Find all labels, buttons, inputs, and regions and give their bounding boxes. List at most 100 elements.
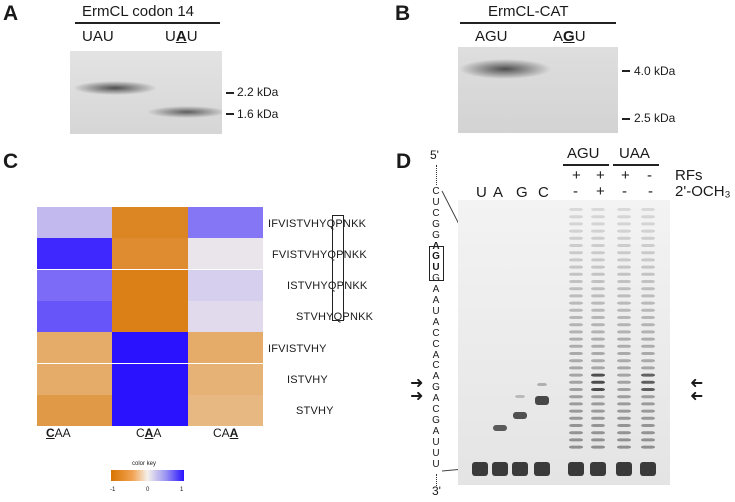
panel-b-marker-tick-2 — [622, 118, 630, 120]
gel-band — [617, 366, 631, 370]
heatmap-row — [37, 207, 263, 238]
panel-b-letter: B — [395, 2, 411, 25]
gel-band — [617, 258, 631, 262]
gel-band — [569, 222, 583, 226]
sequence-nucleotide: U — [432, 305, 440, 317]
gel-band — [591, 244, 605, 247]
gel-band — [617, 229, 631, 233]
panel-b-marker-tick-1 — [622, 70, 630, 72]
gel-band — [591, 395, 605, 399]
panel-c-letter: C — [3, 150, 19, 173]
gel-band — [591, 265, 605, 269]
heatmap-cell — [112, 332, 188, 364]
sequence-nucleotide: C — [432, 404, 440, 415]
gel-band — [591, 258, 605, 262]
gel-band — [641, 323, 655, 327]
peptide-label-4: STVHYQPNKK — [296, 311, 374, 323]
heatmap-cell — [37, 238, 113, 270]
heatmap-cell — [112, 238, 188, 270]
gel-band — [641, 395, 655, 399]
arrow-left-2: ➜ — [410, 388, 424, 405]
panel-a-marker-1: 2.2 kDa — [237, 85, 279, 99]
gel-band — [591, 330, 605, 334]
gel-band — [569, 416, 583, 420]
sequence-nucleotide: C — [432, 360, 440, 372]
heatmap-cell — [187, 238, 263, 270]
sequence-nucleotide: A — [432, 316, 440, 328]
gel-band — [591, 359, 605, 363]
five-prime-label: 5' — [430, 148, 439, 162]
gel-band — [641, 280, 655, 283]
color-key-title: color key — [132, 461, 157, 467]
heatmap-row — [37, 394, 263, 426]
gel-band — [569, 244, 583, 247]
heatmap-row — [37, 332, 263, 364]
five-prime-dots — [436, 165, 437, 185]
panel-b-marker-1: 4.0 kDa — [634, 64, 676, 78]
gel-band — [569, 258, 583, 262]
gel-band — [515, 395, 525, 398]
gel-band — [591, 236, 605, 240]
peptide-label-6: ISTVHY — [287, 374, 328, 386]
seq-lane-c: C — [538, 184, 549, 201]
sequence-nucleotide: A — [432, 349, 440, 361]
panel-a-letter: A — [3, 2, 19, 25]
gel-band — [569, 251, 583, 255]
gel-band — [591, 280, 605, 283]
heatmap-cell — [187, 394, 263, 426]
gel-band — [641, 258, 655, 262]
gel-band — [641, 380, 655, 384]
gel-band — [569, 287, 583, 291]
sequence-nucleotide: G — [432, 218, 440, 230]
panel-a-lane-2: UAU — [165, 28, 198, 45]
gel-band — [569, 229, 583, 233]
gel-band — [513, 412, 527, 419]
sequence-nucleotide: U — [432, 447, 440, 459]
gel-band — [641, 416, 655, 420]
gel-band — [617, 244, 631, 247]
gel-band — [641, 244, 655, 247]
gel-band — [569, 409, 583, 413]
sequence-nucleotide: C — [432, 338, 440, 350]
panel-a-underline — [75, 22, 220, 24]
gel-band — [617, 287, 631, 291]
panel-a-marker-2: 1.6 kDa — [237, 107, 279, 121]
gel-band — [569, 301, 583, 305]
gel-band — [617, 272, 631, 276]
gel-band — [591, 402, 605, 406]
heatmap-cell — [112, 269, 188, 301]
gel-band — [591, 344, 605, 348]
gel-band — [641, 208, 655, 211]
gel-band — [591, 287, 605, 291]
gel-band — [617, 388, 631, 391]
gel-band — [472, 462, 488, 476]
panel-a-marker-tick-1 — [226, 92, 234, 94]
sequence-nucleotide: A — [432, 425, 440, 437]
heatmap-cell — [37, 207, 113, 238]
row-2-value-2: + — [596, 183, 605, 200]
gel-band — [569, 330, 583, 334]
sequence-nucleotide: G — [432, 229, 440, 241]
gel-band — [641, 402, 655, 406]
gel-band — [591, 272, 605, 276]
panel-b-underline — [460, 22, 616, 24]
gel-band — [537, 383, 547, 386]
gel-band — [641, 373, 655, 377]
panel-b-marker-2: 2.5 kDa — [634, 111, 676, 125]
gel-band — [492, 462, 508, 476]
gel-band — [569, 395, 583, 399]
row-2-value-1: - — [573, 183, 578, 200]
panel-a-marker-tick-2 — [226, 113, 234, 115]
gel-band — [591, 388, 605, 391]
column-label-1: CAA — [46, 426, 71, 440]
gel-band — [617, 316, 631, 319]
gel-background — [458, 200, 670, 485]
gel-band — [641, 366, 655, 370]
gel-band — [640, 462, 656, 476]
sequence-nucleotide: C — [432, 207, 440, 219]
gel-band — [641, 272, 655, 276]
gel-band — [641, 287, 655, 291]
gel-band — [641, 222, 655, 226]
gel-band — [569, 280, 583, 283]
heatmap-cell — [187, 300, 263, 332]
